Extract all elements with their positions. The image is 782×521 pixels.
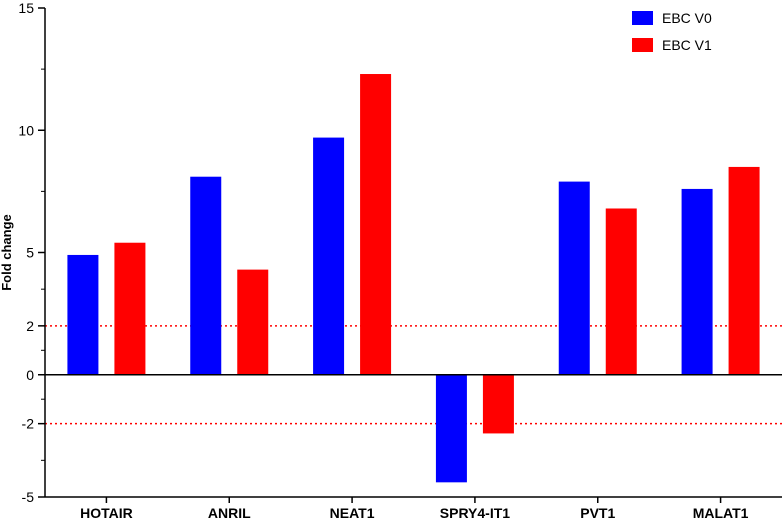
y-tick-label: 10 bbox=[18, 122, 34, 138]
bar-pvt1-ebc-v1 bbox=[605, 208, 637, 375]
y-tick-label: 5 bbox=[26, 245, 34, 261]
x-axis: HOTAIR ANRIL NEAT1 SPRY4-IT1 PVT1 MALAT1 bbox=[45, 496, 782, 521]
y-tick-label: 2 bbox=[26, 318, 34, 334]
bar-hotair-ebc-v1 bbox=[114, 242, 146, 375]
y-tick-label: -5 bbox=[22, 489, 35, 505]
x-tick-label: SPRY4-IT1 bbox=[440, 505, 510, 521]
bar-anril-ebc-v0 bbox=[190, 176, 222, 375]
y-tick-label: -2 bbox=[22, 416, 35, 432]
plot-area bbox=[45, 74, 782, 483]
x-tick-label: HOTAIR bbox=[80, 505, 133, 521]
bar-spry4-it1-ebc-v0 bbox=[435, 374, 467, 483]
y-axis-title: Fold change bbox=[0, 214, 14, 291]
bar-spry4-it1-ebc-v1 bbox=[482, 374, 514, 434]
bar-hotair-ebc-v0 bbox=[67, 254, 99, 375]
bar-neat1-ebc-v0 bbox=[313, 137, 345, 375]
bar-pvt1-ebc-v0 bbox=[558, 181, 590, 375]
legend-label: EBC V0 bbox=[662, 10, 712, 26]
legend-label: EBC V1 bbox=[662, 37, 712, 53]
x-tick-label: PVT1 bbox=[580, 505, 615, 521]
bar-anril-ebc-v1 bbox=[237, 269, 269, 375]
legend: EBC V0 EBC V1 bbox=[632, 10, 712, 53]
x-tick-label: MALAT1 bbox=[693, 505, 749, 521]
bars bbox=[67, 74, 760, 483]
bar-malat1-ebc-v1 bbox=[728, 166, 760, 375]
bar-malat1-ebc-v0 bbox=[681, 188, 713, 375]
x-tick-label: NEAT1 bbox=[330, 505, 375, 521]
y-tick-label: 0 bbox=[26, 367, 34, 383]
bar-neat1-ebc-v1 bbox=[360, 74, 392, 375]
legend-swatch bbox=[632, 11, 653, 25]
legend-swatch bbox=[632, 38, 653, 52]
y-axis: 15 10 5 2 0 -2 -5 bbox=[18, 0, 46, 505]
y-tick-label: 15 bbox=[18, 0, 34, 16]
x-tick-label: ANRIL bbox=[208, 505, 251, 521]
